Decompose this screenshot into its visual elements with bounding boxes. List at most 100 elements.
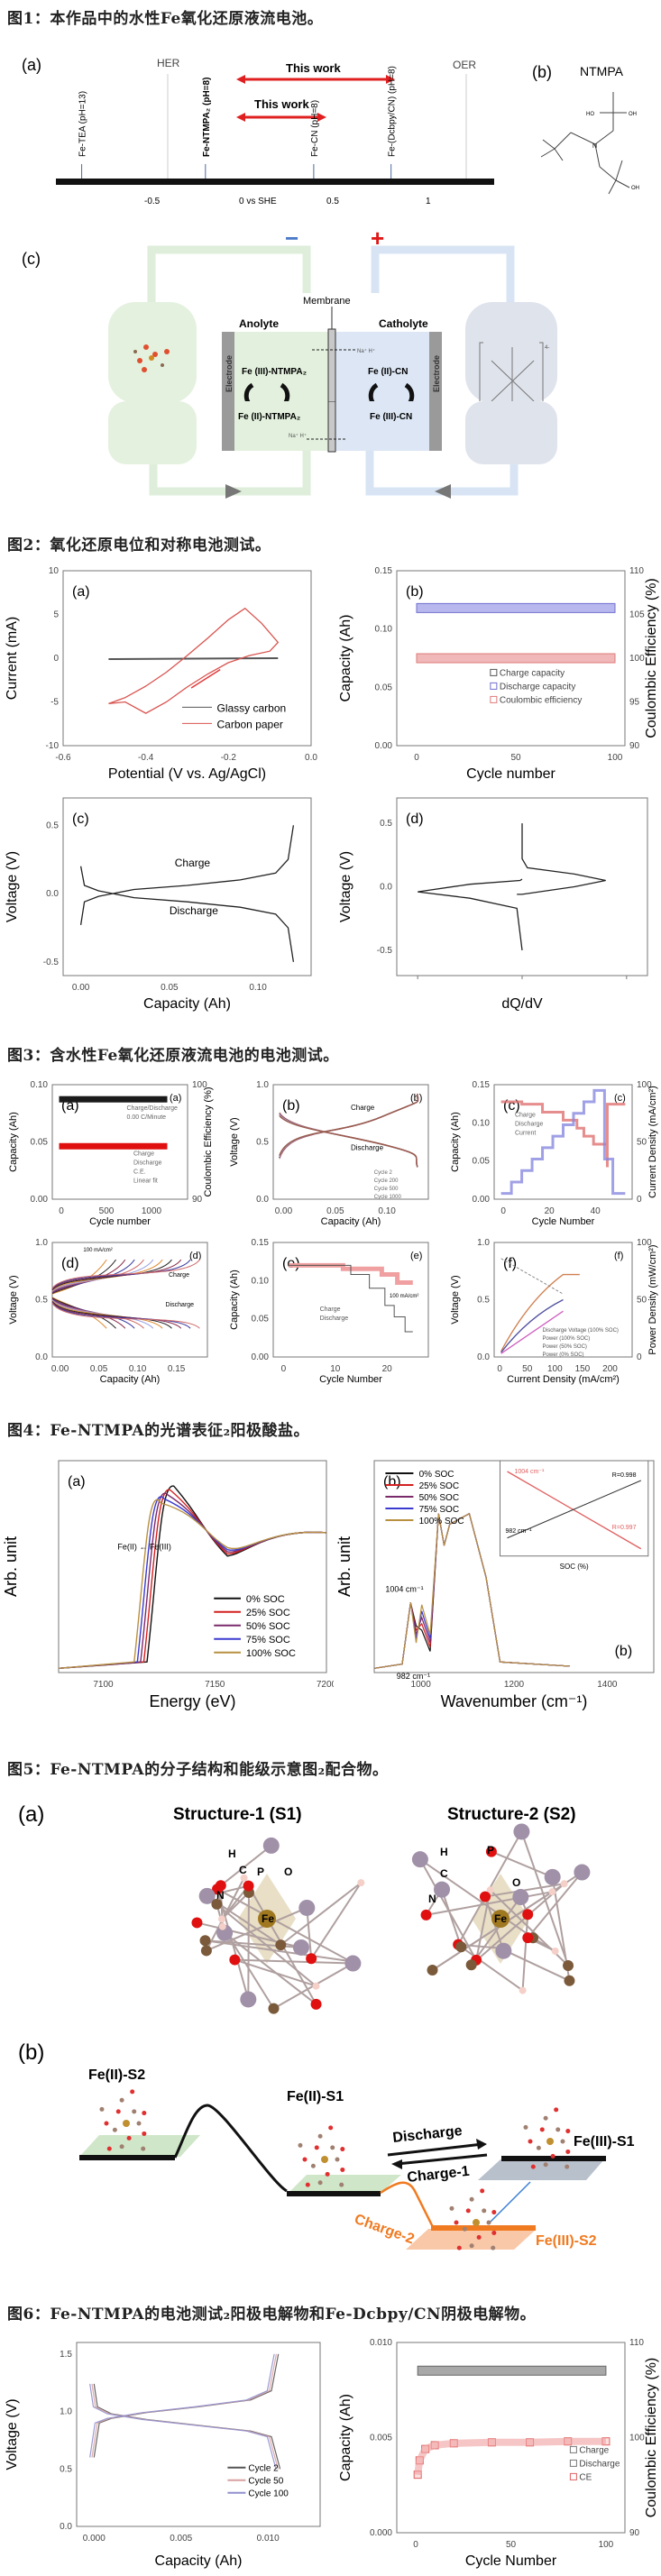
atom-label-c: C xyxy=(440,1867,448,1880)
y-tick-label: -0.5 xyxy=(43,958,60,967)
y2-axis-label: Coulombic Efficiency (%) xyxy=(644,2358,659,2518)
plot-frame xyxy=(62,797,312,976)
mini-atom xyxy=(142,2131,147,2136)
y2-axis-label: Coulombic Efficiency (%) xyxy=(644,578,659,738)
y2-tick-label: 100 xyxy=(637,1238,652,1248)
catholyte-compartment xyxy=(335,332,442,401)
y-axis-label: Voltage (V) xyxy=(8,1275,19,1324)
voltage-curve-cycle xyxy=(91,2383,279,2470)
legend-marker xyxy=(490,682,498,690)
mini-atom xyxy=(317,2180,323,2186)
legend-label: Discharge xyxy=(515,1122,544,1128)
power-100-soc xyxy=(500,1273,580,1352)
y-tick-label: 0.0 xyxy=(35,1352,48,1362)
y-tick-label: 0.05 xyxy=(252,1315,270,1325)
energy-barrier-curve xyxy=(173,2104,288,2193)
y2-tick-label: 50 xyxy=(637,1296,647,1306)
mini-atom xyxy=(305,2182,310,2187)
voltage-curve-cycle xyxy=(89,2383,277,2470)
membrane-lower xyxy=(327,401,336,453)
y-axis-label: Current (mA) xyxy=(5,617,20,700)
legend-label: Power (100% SOC) xyxy=(543,1336,591,1342)
panel-label: (d) xyxy=(61,1256,79,1271)
x-tick-label: -0.6 xyxy=(55,753,71,763)
y-tick-label: 0.000 xyxy=(370,2528,392,2538)
x-tick-label: 0 xyxy=(281,1364,287,1374)
atom-label-n: N xyxy=(428,1893,436,1905)
mini-atom xyxy=(523,2124,528,2130)
panel-label-a: (a) xyxy=(18,1802,44,1827)
y-tick-label: 5 xyxy=(53,610,59,620)
chart-fig3a: (a) 0 500 1000 0.00 0.05 0.10 90 100 Cycle number… xyxy=(8,1080,214,1227)
legend-label: Cycle 2 xyxy=(248,2464,279,2474)
atom-ho: HO xyxy=(586,112,594,117)
plot-frame xyxy=(272,1084,429,1200)
x-tick-label: 0.000 xyxy=(83,2534,106,2544)
y2-tick-label: 90 xyxy=(629,741,640,751)
fe-ntmpa-molecule-icon xyxy=(133,344,170,372)
atom xyxy=(512,1889,529,1906)
this-work-label-1: This work xyxy=(286,61,341,75)
mini-atom xyxy=(465,2208,471,2214)
catholyte-pipe-top xyxy=(371,245,515,302)
mini-atom xyxy=(555,2127,561,2132)
mini-atom xyxy=(106,2146,112,2151)
y-tick-label: 0.0 xyxy=(256,1195,269,1205)
marker-label: Fe-CN (pH=8) xyxy=(310,100,320,157)
electrode-label: Electrode xyxy=(432,355,441,392)
mini-atom xyxy=(486,2220,491,2225)
atom xyxy=(522,1932,534,1944)
y-tick-label: 0.0 xyxy=(477,1352,490,1362)
x-tick-label: 0.10 xyxy=(129,1364,147,1374)
y2-tick-label: 0 xyxy=(637,1352,642,1362)
x-axis-label: Capacity (Ah) xyxy=(143,996,231,1012)
legend-label: Discharge capacity xyxy=(500,682,575,692)
y-tick-label: -0.5 xyxy=(377,946,393,956)
atom xyxy=(218,1915,226,1923)
y-tick-label: 0.5 xyxy=(477,1296,490,1306)
anolyte-tank xyxy=(108,302,197,401)
electrode-label: Electrode xyxy=(225,355,234,392)
figure-2-caption: 图2：氧化还原电位和对称电池测试。 xyxy=(7,536,271,555)
platform-fe3-s1 xyxy=(478,2159,604,2180)
chart-fig4a: (a) 7100 7150 7200 Energy (eV) Arb. unit Fe(II… xyxy=(2,1460,334,1710)
x-tick-label: 0.0 xyxy=(305,753,317,763)
state-molecule-icons xyxy=(99,2089,571,2251)
x-axis-label: Cycle number xyxy=(466,766,555,782)
ion-label: Na⁺ H⁺ xyxy=(289,433,307,439)
structure-1-molecule xyxy=(191,1837,365,2014)
voltage-curve-cycle xyxy=(93,2383,281,2470)
atom xyxy=(229,1954,241,1966)
figure-5-caption: 图5：Fe-NTMPA的分子结构和能级示意图₂配合物。 xyxy=(7,1761,389,1779)
chart-fig2c: (c) 0.00 0.05 0.10 -0.5 0.0 0.5 Capacity (Ah) Vo… xyxy=(5,797,312,1012)
figure-5b-energy-diagram: (b) Discharge Charge-1 Charge-2 Fe(II)-S… xyxy=(18,2040,635,2251)
bond xyxy=(491,1850,554,1878)
x-tick-label: 0.10 xyxy=(378,1206,396,1216)
arrow-head xyxy=(317,113,326,122)
bond xyxy=(527,1871,583,1939)
discharge-curve xyxy=(279,1112,418,1168)
mini-atom xyxy=(119,2097,124,2103)
legend-label: Cycle 1000 xyxy=(374,1195,402,1200)
chart-fig6b: 0 50 100 0.000 0.005 0.010 90 100 110 Cycle Numbe… xyxy=(338,2338,659,2569)
bond xyxy=(234,1958,353,1965)
panel-label-b: (b) xyxy=(532,63,552,81)
panel-label: (b) xyxy=(282,1098,300,1114)
catholyte-label: Catholyte xyxy=(379,317,428,330)
bond xyxy=(499,1947,570,1982)
x-tick-label: 10 xyxy=(330,1364,341,1374)
legend-label: 50% SOC xyxy=(246,1621,290,1632)
platform-fe2-s2 xyxy=(79,2135,200,2157)
atom xyxy=(563,1960,574,1972)
anode-electrode xyxy=(222,332,234,401)
catholyte-tank-bottom xyxy=(465,401,557,464)
atom xyxy=(551,1947,559,1955)
legend-label: Charge xyxy=(320,1306,341,1313)
y2-tick-label: 90 xyxy=(629,2528,640,2538)
y-axis-label: Voltage (V) xyxy=(338,851,353,922)
legend-label: Glassy carbon xyxy=(217,701,287,714)
inset-label: 1004 cm⁻¹ xyxy=(515,1469,546,1475)
legend-label: Charge xyxy=(133,1151,154,1158)
this-work-label-2: This work xyxy=(254,97,309,111)
anolyte-tank-bottom xyxy=(108,401,197,464)
